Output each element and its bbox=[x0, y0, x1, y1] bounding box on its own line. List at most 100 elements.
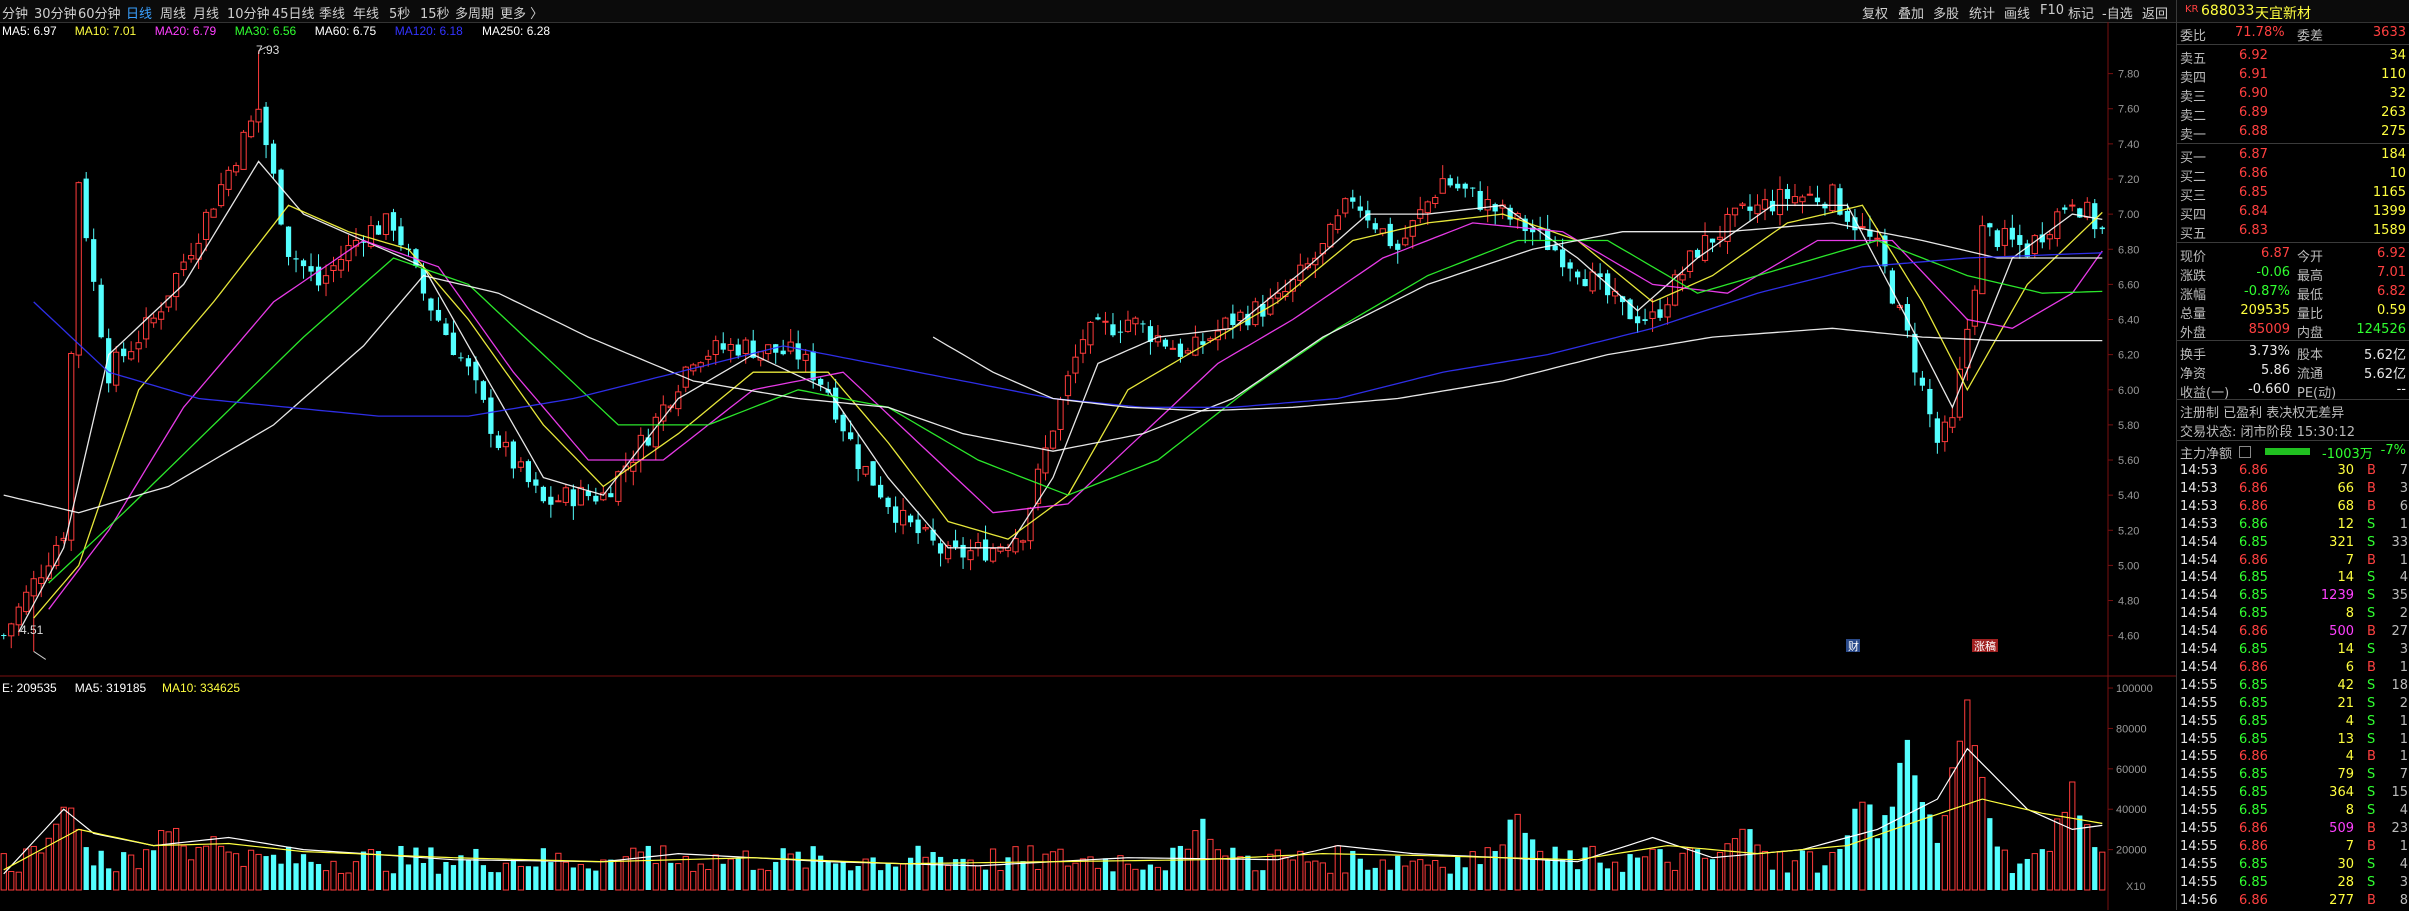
volume-bar bbox=[1252, 870, 1259, 891]
volume-bar bbox=[1814, 872, 1821, 890]
volume-bar bbox=[1716, 851, 1724, 891]
kline-chart[interactable]: MA5: 6.97 MA10: 7.01 MA20: 6.79 MA30: 6.56 M… bbox=[0, 22, 2176, 910]
volume-bar bbox=[240, 865, 247, 891]
candle-body bbox=[937, 543, 944, 554]
tab-quarterly[interactable]: 季线 bbox=[319, 7, 346, 22]
tab-more[interactable]: 更多 〉 bbox=[500, 7, 544, 22]
candle-body bbox=[1949, 417, 1956, 428]
price-tick-label: 6.00 bbox=[2118, 385, 2139, 397]
volume-bar bbox=[1214, 849, 1222, 891]
candle-body bbox=[345, 245, 352, 262]
candle-body bbox=[1042, 447, 1049, 474]
price-tick-label: 4.80 bbox=[2118, 596, 2139, 608]
volume-bar bbox=[45, 837, 52, 891]
candle-body bbox=[1912, 333, 1918, 373]
candle-body bbox=[1274, 292, 1281, 299]
f10-button[interactable]: F10 bbox=[2040, 3, 2065, 18]
candle-body bbox=[375, 225, 382, 235]
volume-bar bbox=[765, 870, 772, 891]
candle-body bbox=[1140, 323, 1146, 325]
trade-tick-row: 14:55 6.85 13 S 1 bbox=[2180, 731, 2408, 747]
volume-bar bbox=[1162, 870, 1169, 890]
candle-body bbox=[1252, 301, 1259, 326]
back-button[interactable]: 返回 bbox=[2142, 7, 2169, 22]
tab-5sec[interactable]: 5秒 bbox=[389, 7, 411, 22]
tab-weekly[interactable]: 周线 bbox=[160, 7, 187, 22]
volume-bar bbox=[1154, 866, 1162, 891]
candle-body bbox=[1686, 250, 1694, 273]
volume-bar bbox=[1020, 861, 1026, 890]
mark-button[interactable]: 标记 bbox=[2068, 7, 2095, 22]
volume-bar bbox=[944, 865, 952, 891]
candle-body bbox=[150, 317, 157, 324]
volume-bar bbox=[682, 855, 689, 891]
tab-daily[interactable]: 日线 bbox=[126, 7, 153, 22]
volume-bar bbox=[967, 859, 974, 891]
candle-body bbox=[1169, 347, 1177, 350]
tab-monthly[interactable]: 月线 bbox=[193, 7, 220, 22]
candle-body bbox=[1342, 198, 1349, 214]
volume-bar bbox=[1761, 850, 1769, 891]
remove-watchlist-button[interactable]: -自选 bbox=[2102, 7, 2133, 22]
volume-bar bbox=[247, 849, 255, 891]
volume-bar bbox=[1739, 828, 1746, 891]
statistics-button[interactable]: 统计 bbox=[1969, 7, 1996, 22]
volume-bar bbox=[1379, 859, 1386, 891]
tab-60min[interactable]: 60分钟 bbox=[78, 7, 121, 22]
volume-bar bbox=[1304, 861, 1311, 891]
overlay-button[interactable]: 叠加 bbox=[1898, 7, 1925, 22]
volume-bar bbox=[1874, 838, 1881, 890]
volume-bar bbox=[1560, 859, 1566, 890]
restore-rights-button[interactable]: 复权 bbox=[1862, 7, 1889, 22]
volume-bar bbox=[690, 870, 697, 891]
tab-multi-period[interactable]: 多周期 bbox=[455, 7, 495, 22]
tab-yearly[interactable]: 年线 bbox=[353, 7, 380, 22]
draw-line-button[interactable]: 画线 bbox=[2004, 7, 2031, 22]
ma-line-ma250 bbox=[932, 327, 2103, 412]
trade-tick-row: 14:55 6.85 4 S 1 bbox=[2180, 713, 2408, 729]
volume-bar bbox=[952, 859, 959, 890]
tab-10min[interactable]: 10分钟 bbox=[227, 7, 270, 22]
volume-bar bbox=[750, 869, 756, 890]
candle-body bbox=[960, 544, 966, 558]
candle-body bbox=[773, 344, 779, 353]
trade-tick-row: 14:54 6.85 8 S 2 bbox=[2180, 606, 2408, 622]
tab-15sec[interactable]: 15秒 bbox=[420, 7, 450, 22]
candle-body bbox=[1079, 339, 1087, 354]
volume-bar bbox=[330, 860, 337, 891]
volume-bar bbox=[697, 863, 704, 891]
volume-bar bbox=[2054, 818, 2061, 891]
volume-bar bbox=[1177, 845, 1184, 890]
main-flow-row[interactable]: 主力净额 -1003万 -7% bbox=[2180, 443, 2406, 462]
volume-bar bbox=[600, 859, 607, 891]
candle-body bbox=[1716, 236, 1724, 240]
volume-bar bbox=[293, 863, 299, 890]
volume-bar bbox=[1604, 868, 1611, 890]
volume-bar bbox=[982, 869, 989, 890]
volume-bar bbox=[278, 863, 284, 890]
volume-bar bbox=[1889, 806, 1896, 890]
volume-bar bbox=[480, 865, 487, 890]
candle-body bbox=[1049, 430, 1057, 449]
high-pointer bbox=[258, 46, 267, 52]
ma-line-ma20 bbox=[48, 222, 2103, 610]
candle-body bbox=[83, 178, 89, 239]
candle-body bbox=[1837, 188, 1843, 215]
tab-30min[interactable]: 30分钟 bbox=[34, 7, 77, 22]
volume-bar bbox=[367, 849, 375, 891]
candle-body bbox=[488, 397, 494, 434]
multi-stock-button[interactable]: 多股 bbox=[1933, 7, 1960, 22]
volume-bar bbox=[2084, 824, 2091, 891]
candle-body bbox=[1312, 257, 1319, 266]
candle-body bbox=[1852, 217, 1858, 231]
candle-body bbox=[802, 353, 809, 361]
candle-body bbox=[240, 131, 247, 170]
volume-bar bbox=[1387, 869, 1393, 890]
candle-body bbox=[180, 261, 187, 271]
tab-1min[interactable]: 分钟 bbox=[2, 7, 29, 22]
candle-body bbox=[1994, 230, 2000, 248]
candle-body bbox=[1889, 270, 1896, 304]
trade-tick-row: 14:53 6.86 12 S 1 bbox=[2180, 516, 2408, 532]
volume-bar bbox=[1064, 865, 1072, 891]
tab-45day[interactable]: 45日线 bbox=[272, 7, 315, 22]
